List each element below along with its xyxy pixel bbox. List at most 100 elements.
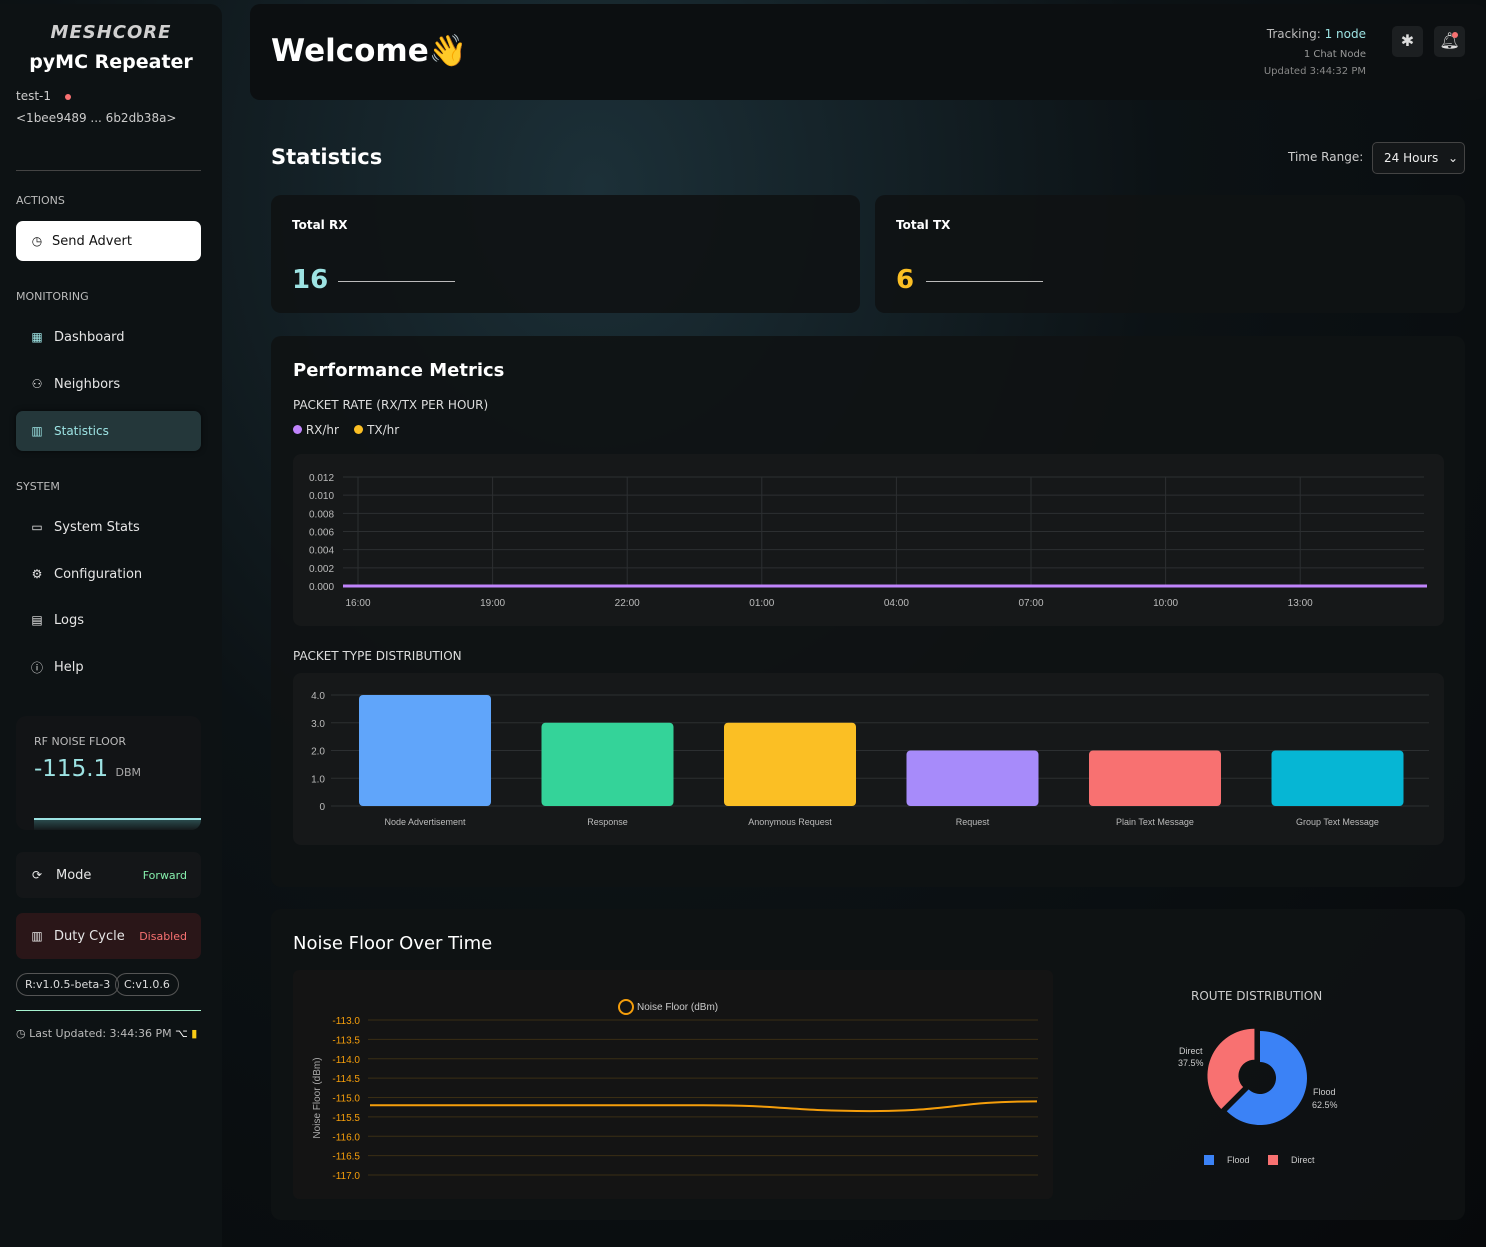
route-title: ROUTE DISTRIBUTION bbox=[1191, 989, 1323, 1003]
core-version-badge: C:v1.0.6 bbox=[115, 973, 179, 996]
x-tick-label: Anonymous Request bbox=[748, 817, 832, 827]
y-tick-label: -117.0 bbox=[332, 1171, 360, 1182]
slice-value: 62.5% bbox=[1312, 1100, 1338, 1110]
bell-icon[interactable]: 🔔︎ bbox=[1434, 26, 1465, 57]
divider bbox=[16, 170, 201, 171]
duty-label: Duty Cycle bbox=[54, 928, 125, 944]
bar-chart-icon: ▥ bbox=[31, 424, 43, 438]
legend-swatch-tx bbox=[354, 425, 364, 434]
y-tick-label: 4.0 bbox=[311, 691, 325, 702]
packet-rate-legend: RX/hr TX/hr bbox=[293, 423, 399, 437]
sidebar-item-logs[interactable]: ▤ Logs bbox=[16, 600, 201, 640]
node-key: <1bee9489 ... 6b2db38a> bbox=[16, 111, 177, 125]
y-tick-label: -113.0 bbox=[332, 1016, 360, 1027]
y-tick-label: 0.012 bbox=[309, 473, 334, 484]
x-tick-label: 16:00 bbox=[345, 598, 370, 609]
y-tick-label: 2.0 bbox=[311, 747, 325, 758]
monitoring-heading: MONITORING bbox=[16, 290, 89, 303]
y-tick-label: 3.0 bbox=[311, 719, 325, 730]
nav-label: Configuration bbox=[54, 566, 143, 582]
y-tick-label: 0.010 bbox=[309, 491, 334, 502]
node-name: test-1 bbox=[16, 89, 71, 103]
nav-label: Neighbors bbox=[54, 376, 121, 392]
clock-icon: ◷ bbox=[31, 234, 43, 248]
legend-label: Noise Floor (dBm) bbox=[637, 1002, 718, 1013]
bar-Plain Text Message bbox=[1089, 750, 1221, 806]
chevron-down-icon: ⌄ bbox=[1447, 151, 1458, 165]
y-tick-label: -116.5 bbox=[332, 1152, 360, 1163]
rf-label: RF NOISE FLOOR bbox=[34, 735, 127, 748]
last-updated: ◷ Last Updated: 3:44:36 PM ⌥ ▮ bbox=[16, 1027, 198, 1040]
y-tick-label: -115.5 bbox=[332, 1113, 360, 1124]
x-tick-label: 22:00 bbox=[615, 598, 640, 609]
statistics-title: Statistics bbox=[271, 145, 383, 169]
x-tick-label: Node Advertisement bbox=[384, 817, 466, 827]
y-tick-label: 0.000 bbox=[309, 582, 334, 593]
total-tx-value: 6 bbox=[896, 265, 915, 295]
chart-bg bbox=[293, 454, 1444, 626]
total-rx-label: Total RX bbox=[292, 218, 348, 232]
repeater-version-badge: R:v1.0.5-beta-3 bbox=[16, 973, 120, 996]
meshcore-logo: MESHCORE bbox=[50, 22, 172, 43]
legend-label: Direct bbox=[1291, 1155, 1315, 1165]
clock-icon: ◷ bbox=[16, 1027, 26, 1040]
mode-card[interactable]: ⟳ Mode Forward bbox=[16, 852, 201, 898]
grid-icon: ▦ bbox=[31, 330, 43, 344]
sidebar-item-system-stats[interactable]: ▭ System Stats bbox=[16, 507, 201, 547]
total-tx-card: Total TX 6 bbox=[875, 195, 1465, 313]
y-tick-label: 0.004 bbox=[309, 546, 334, 557]
distribution-title: PACKET TYPE DISTRIBUTION bbox=[293, 649, 462, 663]
header: Welcome👋 Tracking: 1 node 1 Chat Node Up… bbox=[250, 4, 1486, 100]
bar-Response bbox=[541, 722, 674, 806]
bug-icon[interactable]: ✱ bbox=[1392, 26, 1423, 57]
y-tick-label: 0.006 bbox=[309, 528, 334, 539]
rf-noise-floor-card: RF NOISE FLOOR -115.1 DBM bbox=[16, 716, 201, 830]
sidebar-item-statistics[interactable]: ▥ Statistics bbox=[16, 411, 201, 451]
chart-bg bbox=[293, 970, 1053, 1199]
slice-Direct bbox=[1207, 1028, 1255, 1109]
send-advert-button[interactable]: ◷ Send Advert bbox=[16, 221, 201, 261]
total-rx-value: 16 bbox=[292, 265, 329, 295]
welcome-title: Welcome👋 bbox=[271, 33, 468, 69]
legend-swatch-rx bbox=[293, 425, 302, 434]
y-tick-label: 0.002 bbox=[309, 564, 334, 575]
chat-node-count: 1 Chat Node bbox=[1303, 49, 1366, 60]
duty-cycle-card[interactable]: ▥ Duty Cycle Disabled bbox=[16, 913, 201, 959]
y-tick-label: -114.5 bbox=[332, 1074, 360, 1085]
mode-value: Forward bbox=[142, 868, 187, 882]
x-tick-label: Plain Text Message bbox=[1116, 817, 1194, 827]
wave-icon: 👋 bbox=[428, 33, 468, 69]
refresh-icon: ⟳ bbox=[31, 867, 43, 882]
duty-value: Disabled bbox=[139, 929, 187, 943]
rf-value: -115.1 DBM bbox=[34, 756, 141, 782]
packet-type-chart: 4.0 3.0 2.0 1.0 0 Node Advertisement Response A… bbox=[293, 673, 1444, 845]
noise-line bbox=[369, 1100, 1038, 1113]
sidebar-item-configuration[interactable]: ⚙ Configuration bbox=[16, 554, 201, 594]
info-icon: ⓘ bbox=[30, 660, 43, 675]
y-tick-label: -116.0 bbox=[332, 1132, 360, 1143]
total-rx-card: Total RX 16 bbox=[271, 195, 860, 313]
bar-Request bbox=[906, 750, 1039, 806]
x-tick-label: Response bbox=[587, 817, 628, 827]
coffee-icon[interactable]: ▮ bbox=[191, 1027, 198, 1040]
time-range-select[interactable]: 24 Hours ⌄ bbox=[1372, 142, 1465, 174]
bar-Anonymous Request bbox=[724, 722, 856, 806]
x-tick-label: 13:00 bbox=[1288, 598, 1313, 609]
send-advert-label: Send Advert bbox=[52, 233, 132, 249]
rx-sparkline bbox=[338, 281, 455, 282]
github-icon[interactable]: ⌥ bbox=[175, 1027, 188, 1040]
x-tick-label: 10:00 bbox=[1153, 598, 1178, 609]
noise-title: Noise Floor Over Time bbox=[293, 933, 493, 954]
nav-label: Help bbox=[54, 659, 84, 675]
packet-rate-chart: 0.012 0.010 0.008 0.006 0.004 0.002 0.000 16:00… bbox=[293, 454, 1444, 626]
legend-label: Flood bbox=[1227, 1155, 1250, 1165]
file-icon: ▤ bbox=[31, 613, 43, 627]
system-heading: SYSTEM bbox=[16, 480, 60, 493]
gear-icon: ⚙ bbox=[31, 567, 43, 581]
sidebar-item-help[interactable]: ⓘ Help bbox=[16, 647, 201, 687]
tx-sparkline bbox=[926, 281, 1043, 282]
sidebar-item-neighbors[interactable]: ⚇ Neighbors bbox=[16, 364, 201, 404]
sidebar-item-dashboard[interactable]: ▦ Dashboard bbox=[16, 317, 201, 357]
nav-label: Statistics bbox=[54, 424, 109, 438]
legend-swatch bbox=[618, 999, 634, 1015]
